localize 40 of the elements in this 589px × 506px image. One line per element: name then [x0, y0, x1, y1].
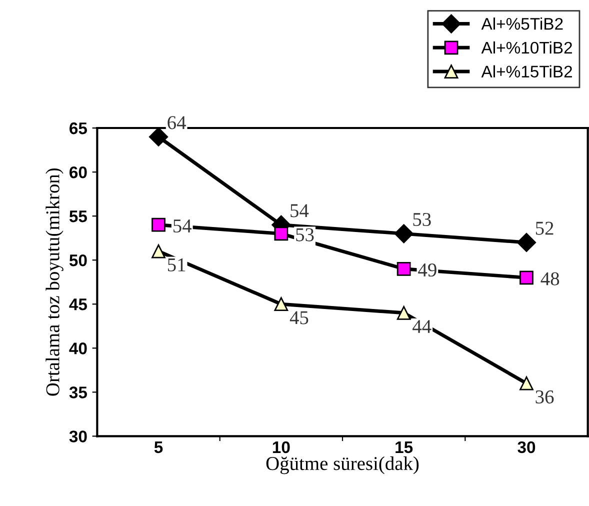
y-tick-label: 65 [70, 122, 87, 134]
data-label: 53 [296, 228, 314, 242]
point [520, 270, 534, 285]
data-label: 54 [174, 220, 192, 233]
point [516, 232, 536, 252]
x-tick-label: 10 [272, 441, 290, 454]
data-label: 45 [290, 311, 308, 324]
y-tick-label: 40 [69, 342, 87, 354]
data-label: 53 [413, 212, 431, 226]
data-label: 64 [168, 116, 186, 130]
y-tick-label: 50 [69, 254, 87, 266]
legend-label: Al+%15TiB2 [481, 65, 572, 78]
y-tick-label: 45 [69, 298, 87, 310]
point [396, 262, 411, 276]
x-tick-label: 30 [518, 441, 536, 454]
y-tick-label: 35 [69, 386, 87, 398]
data-label: 49 [418, 263, 436, 277]
legend-label: Al+%10TiB2 [481, 41, 572, 54]
point [274, 226, 288, 241]
x-tick-label: 15 [396, 442, 413, 454]
legend-label: Al+%5TiB2 [481, 18, 563, 30]
point [152, 244, 166, 258]
data-label: 44 [412, 320, 432, 333]
y-tick-label: 55 [69, 210, 87, 222]
data-label: 51 [168, 258, 186, 272]
data-label: 52 [536, 222, 554, 235]
x-tick-label: 5 [154, 442, 163, 454]
y-axis-title: Ortalama toz boyutu(mikron) [46, 168, 64, 396]
point [148, 128, 168, 146]
data-label: 48 [540, 272, 560, 286]
point [274, 297, 288, 312]
x-axis-title: Oğütme süresi(dak) [266, 456, 419, 474]
point [520, 376, 534, 390]
point [394, 224, 414, 244]
data-label: 36 [536, 390, 554, 404]
y-tick-label: 30 [69, 430, 87, 442]
point [152, 218, 166, 232]
data-label: 54 [290, 204, 309, 218]
y-tick-label: 60 [70, 166, 87, 178]
point [396, 306, 411, 320]
